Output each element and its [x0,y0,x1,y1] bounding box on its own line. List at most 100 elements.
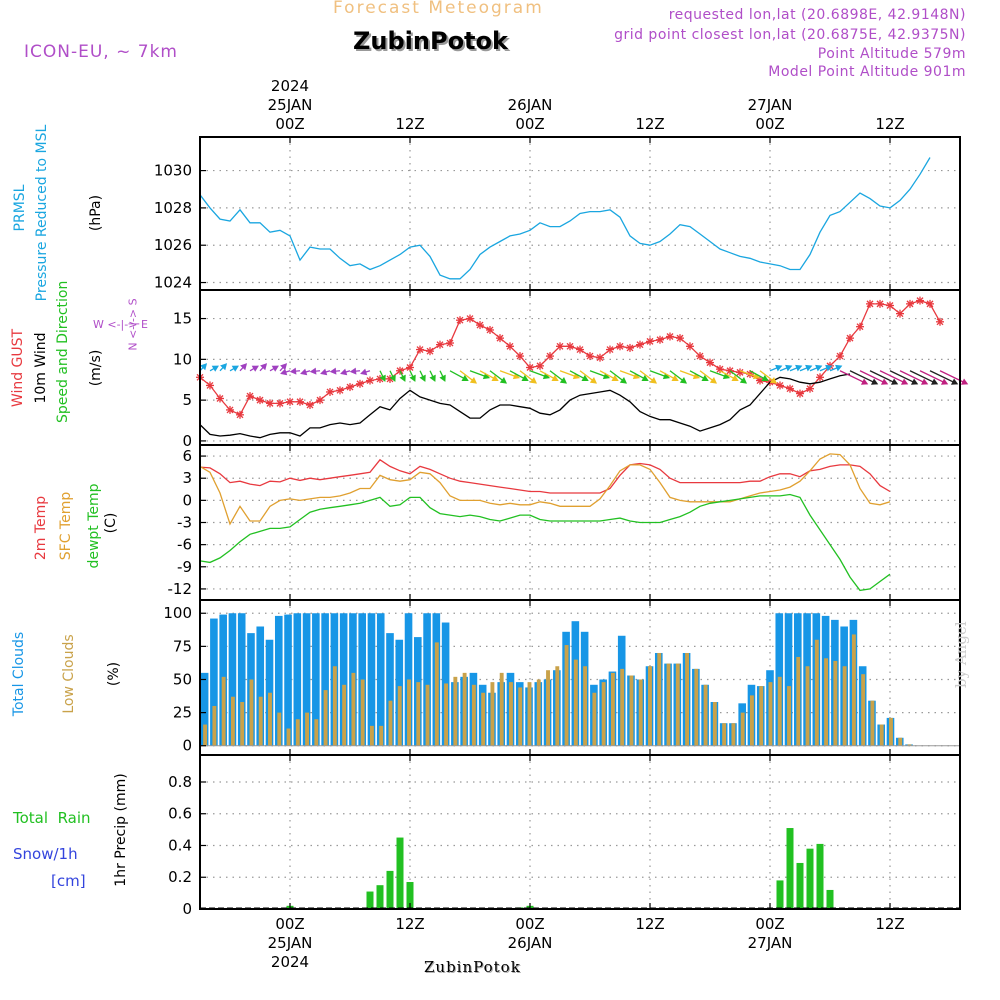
wind-direction-arrow [699,370,718,384]
wind-direction-arrow [429,370,436,382]
wind-direction-arrow [939,370,969,385]
gust-marker [696,352,704,361]
wind-direction-arrow [609,370,628,384]
total-cloud-bar [237,613,246,746]
low-cloud-bar [814,639,819,746]
total-cloud-bar [423,613,431,746]
gust-marker [236,410,244,419]
low-cloud-bar [601,682,606,746]
wind-unit: (m/s) [88,349,104,387]
low-cloud-bar [583,666,588,746]
rain-bar [396,837,404,909]
low-cloud-bar [305,712,309,746]
wind-direction-arrow [919,370,949,385]
gust-marker [886,301,894,310]
closest-coords: grid point closest lon,lat (20.6875E, 42… [614,27,966,43]
wind-direction-arrow [779,364,793,372]
gust-marker [606,345,614,354]
gust-marker [646,337,654,346]
total-cloud-bar [376,613,385,746]
wind-direction-arrow [389,370,396,382]
gust-marker [546,352,554,361]
gust-marker [816,373,824,382]
low-cloud-bar [425,684,430,746]
low-cloud-bar [620,668,625,746]
requested-coords: requested lon,lat (20.6898E, 42.9148N) [668,7,966,23]
wind-direction-arrow [349,367,361,375]
snow-unit: [cm] [51,872,86,890]
wind-direction-arrow [249,365,259,372]
wind-direction-arrow [809,364,823,372]
low-cloud-bar [388,700,393,746]
wind-direction-arrow [869,370,899,385]
low-cloud-bar [870,700,875,746]
gust-marker [246,392,254,401]
low-cloud-bar [842,666,847,746]
sfc-temp-label: SFC Temp [58,491,74,561]
wind-direction-arrow [789,364,803,372]
y-tick-label: 6 [182,447,192,465]
low-cloud-bar [240,702,245,746]
low-cloud-bar [694,668,699,746]
low-cloud-bar [666,663,671,746]
low-cloud-bar [759,686,764,746]
y-tick-label: 0.8 [168,773,192,791]
low-cloud-bar [861,674,866,746]
gust-marker [926,299,934,308]
low-cloud-bar [740,712,745,746]
wind-direction-arrow [749,370,769,381]
top-time-label: 00Z [275,115,304,133]
y-tick-label: 0.2 [168,868,192,886]
y-tick-label: 0 [182,432,192,450]
rain-bar [786,828,794,909]
low-cloud-bar [462,672,467,746]
gust-marker [316,396,324,405]
low-cloud-bar [879,724,884,746]
low-cloud-bar [490,682,495,746]
wind-direction-arrow [709,370,731,380]
wind-direction-arrow [639,370,658,384]
y-tick-label: 1026 [154,236,192,254]
gust-marker [296,397,304,406]
low-cloud-bar [203,724,208,746]
gust-marker [676,334,684,343]
low-cloud-bar [286,728,291,746]
low-cloud-bar [657,652,662,746]
wind-direction-arrow [209,365,219,372]
wind-direction-arrow [459,370,478,384]
wind-direction-arrow [489,370,508,384]
gust-marker [936,317,944,326]
wind-direction-arrow [300,368,311,376]
total-cloud-bar [284,614,292,746]
product-title: Forecast Meteogram [333,0,544,18]
wind-direction-arrow [659,370,679,381]
y-tick-label: -12 [168,580,193,598]
gust-marker [616,342,624,351]
low-cloud-bar [407,679,411,746]
total-cloud-bar [228,613,237,746]
wind-direction-arrow [829,364,843,372]
low-cloud-bar [481,692,486,746]
low-cloud-bar [592,692,597,746]
data-layer [196,157,969,909]
low-cloud-bar [527,682,532,746]
rain-bar [366,891,374,909]
cloud-unit: (%) [106,661,122,687]
low-cloud-bar [787,686,791,746]
low-cloud-bar [573,659,578,746]
series-line-2m-temp [199,458,891,494]
bottom-time-label: 12Z [635,915,664,933]
gust-marker [366,376,374,385]
gust-marker [346,383,354,392]
wind-direction-arrow [689,370,709,381]
wind-direction-arrow [239,363,248,372]
gust-marker [456,316,464,325]
y-tick-label: 1030 [154,162,192,180]
low-cloud-bar [323,690,328,746]
y-tick-label: 100 [163,604,192,622]
wind-direction-arrow [559,370,581,380]
low-cloud-bar [295,719,300,746]
wind-direction-arrow [629,370,649,381]
wind-direction-arrow [529,370,551,380]
y-tick-label: 1024 [154,274,192,292]
